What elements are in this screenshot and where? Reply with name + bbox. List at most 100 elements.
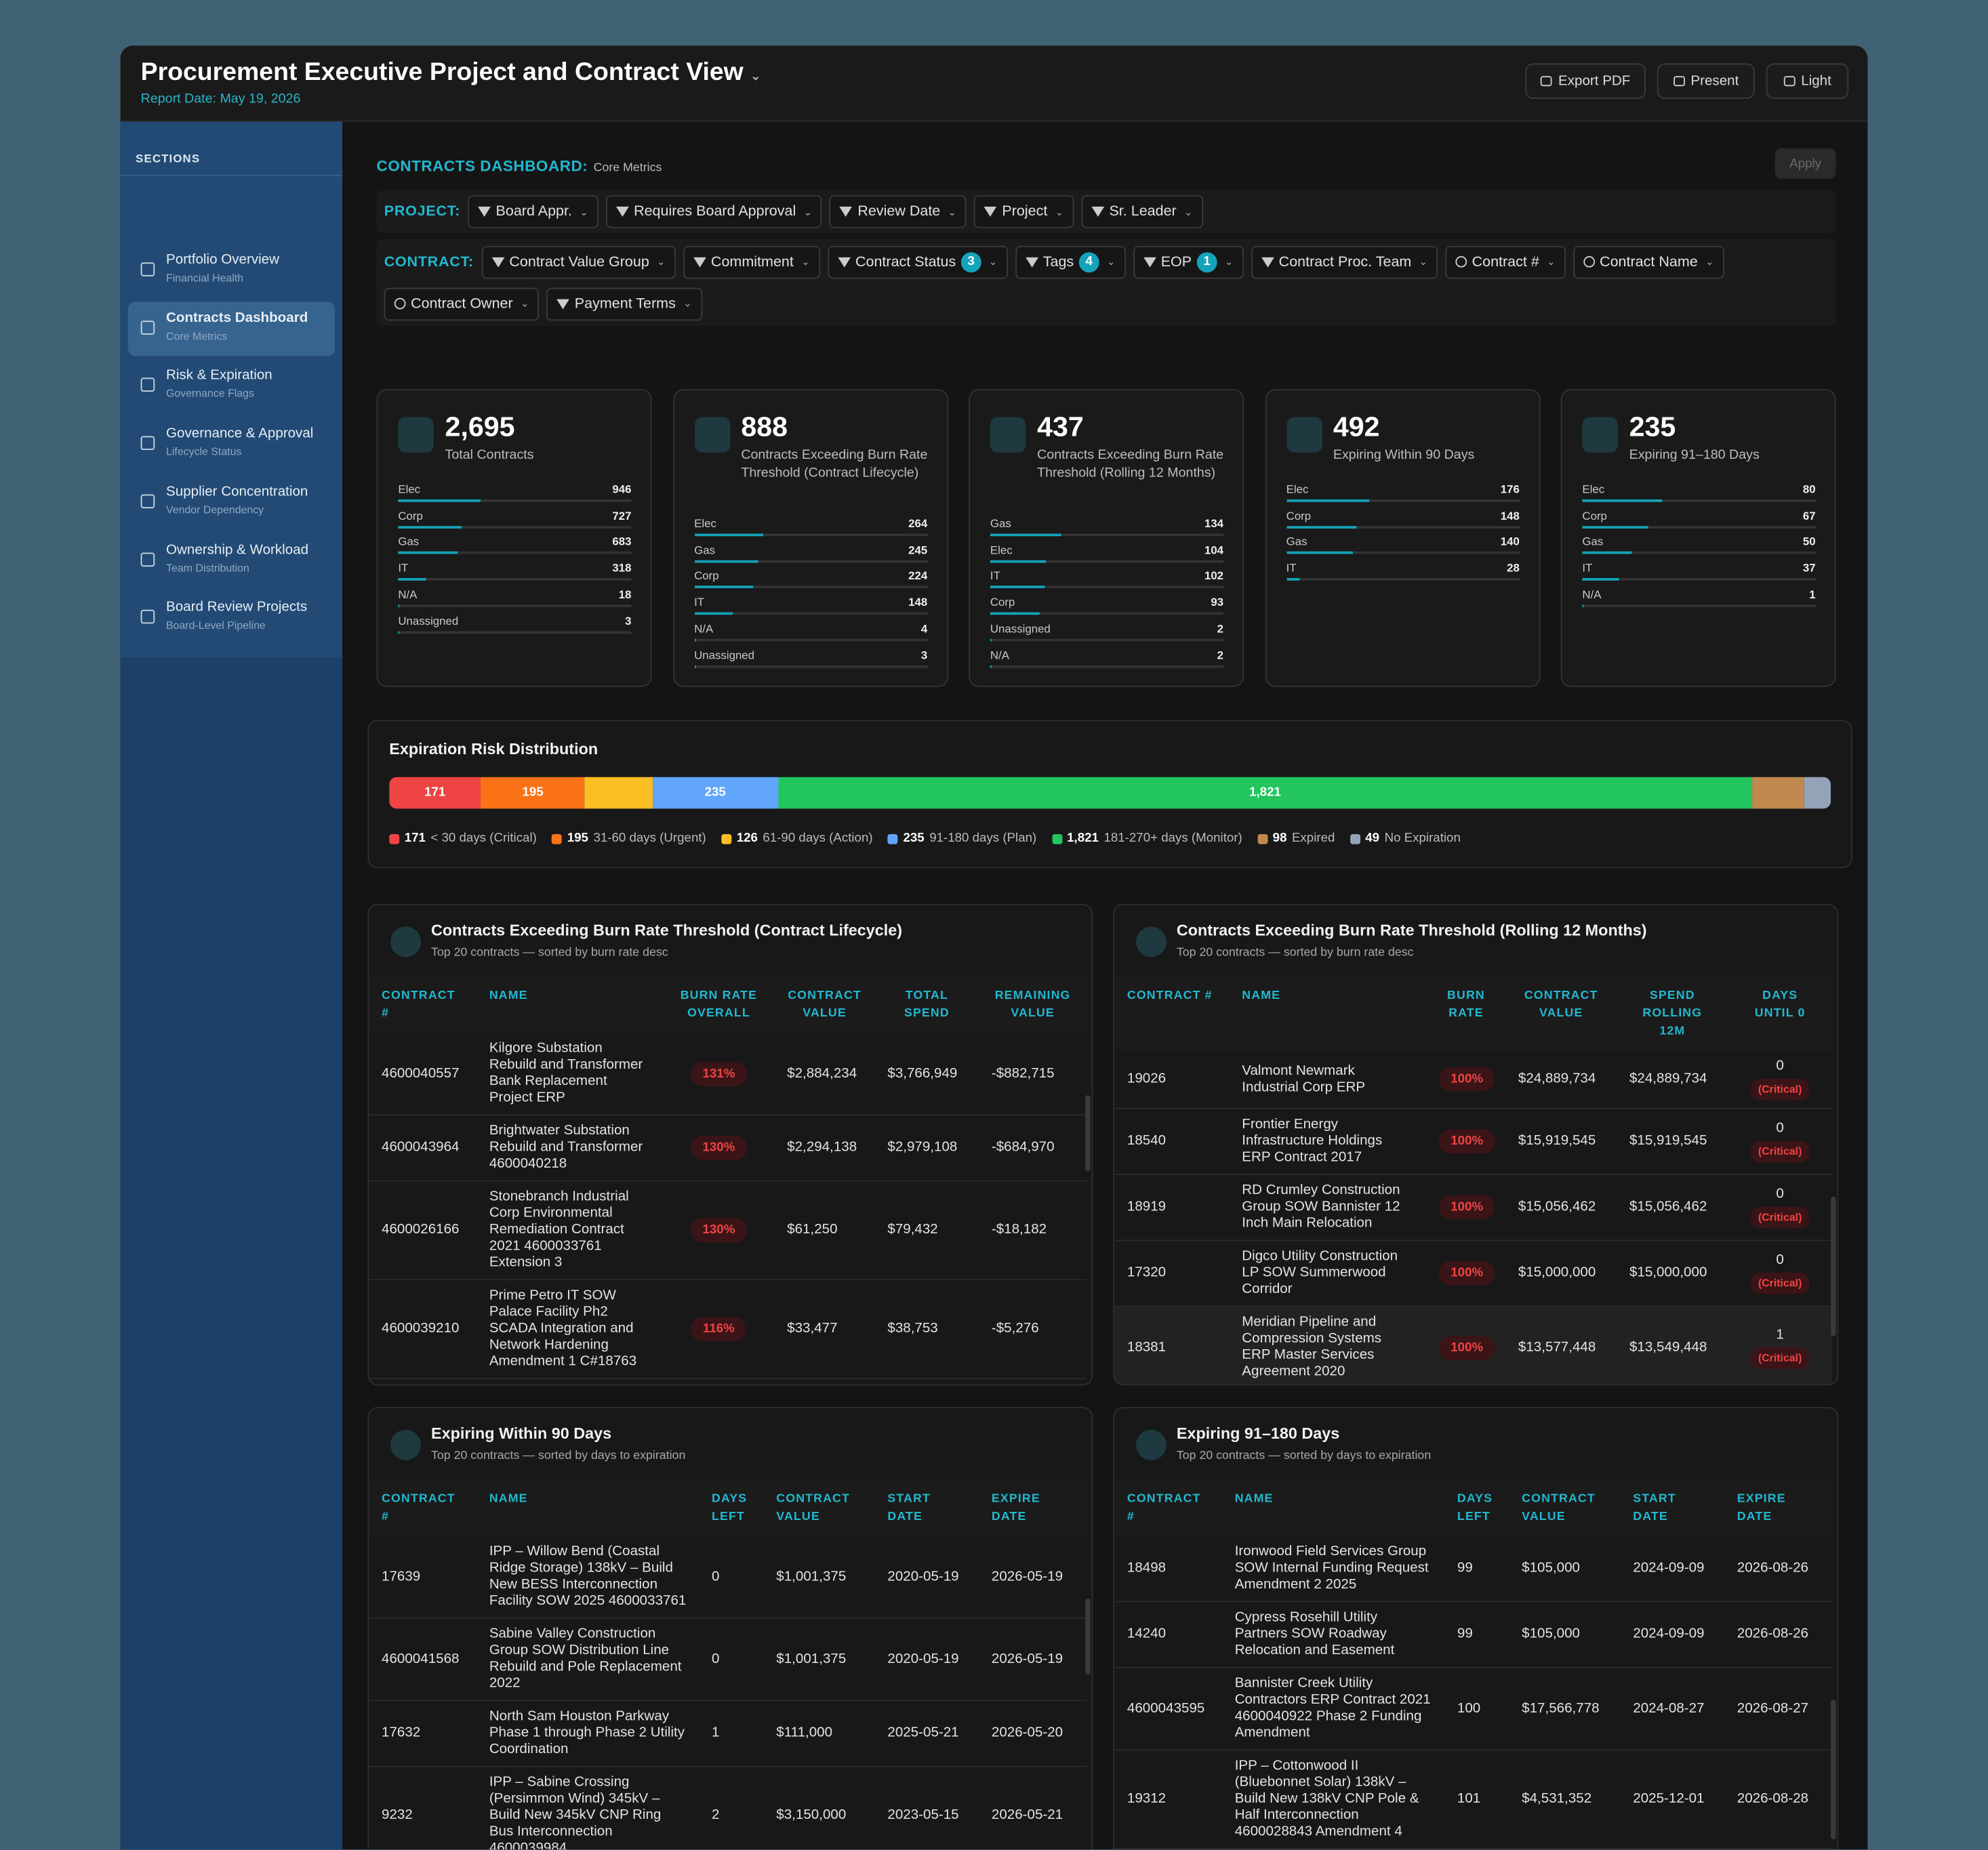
page-title[interactable]: Procurement Executive Project and Contra… bbox=[141, 58, 761, 87]
table-row[interactable]: 4600026166 Stonebranch Industrial Corp En… bbox=[369, 1180, 1087, 1281]
column-header[interactable]: CONTRACT VALUE bbox=[1505, 976, 1617, 1051]
filter-chip[interactable]: Project ⌄ bbox=[974, 195, 1074, 228]
table-row[interactable]: 4600040557 Kilgore Substation Rebuild and… bbox=[369, 1033, 1087, 1116]
breakdown-row: N/A 4 bbox=[694, 622, 928, 647]
table-cell: 2020-05-19 bbox=[874, 1618, 979, 1702]
sidebar-item[interactable]: Risk & Expiration Governance Flags bbox=[128, 359, 335, 413]
sidebar-item[interactable]: Ownership & Workload Team Distribution bbox=[128, 533, 335, 588]
sidebar-item[interactable]: Supplier Concentration Vendor Dependency bbox=[128, 475, 335, 529]
filter-chip[interactable]: Contract Proc. Team ⌄ bbox=[1251, 245, 1438, 279]
table-row[interactable]: 17639 IPP – Willow Bend (Coastal Ridge St… bbox=[369, 1536, 1087, 1619]
table-cell: $15,919,545 bbox=[1505, 1108, 1617, 1175]
sidebar-item[interactable]: Contracts Dashboard Core Metrics bbox=[127, 301, 335, 356]
filter-chip[interactable]: Contract # ⌄ bbox=[1445, 245, 1566, 279]
table-row[interactable]: 4600041305Bannister Lane Gas Main Reloca… bbox=[1114, 1849, 1832, 1850]
column-header[interactable]: CONTRACT VALUE bbox=[1509, 1479, 1621, 1537]
table-panel: Contracts Exceeding Burn Rate Threshold … bbox=[1113, 903, 1839, 1386]
column-header[interactable]: TOTAL SPEND bbox=[874, 976, 979, 1033]
column-header[interactable]: DAYS UNTIL 0 bbox=[1728, 976, 1832, 1051]
divider bbox=[120, 175, 343, 177]
table-row[interactable]: 4600041568 Sabine Valley Construction Gro… bbox=[369, 1618, 1087, 1702]
chevron: ⌄ bbox=[1419, 255, 1428, 268]
column-header[interactable]: START DATE bbox=[874, 1479, 979, 1537]
column-header[interactable]: NAME bbox=[1229, 976, 1427, 1051]
filter-chip[interactable]: Board Appr. ⌄ bbox=[468, 195, 599, 228]
row-value: 102 bbox=[1204, 569, 1224, 583]
sidebar-item[interactable]: Board Review Projects Board-Level Pipelin… bbox=[128, 591, 335, 645]
header-button[interactable]: Light bbox=[1766, 63, 1849, 99]
column-header[interactable]: START DATE bbox=[1620, 1479, 1725, 1537]
column-header[interactable]: NAME bbox=[476, 976, 664, 1033]
sidebar-item[interactable]: Portfolio Overview Financial Health bbox=[128, 243, 335, 297]
column-header[interactable]: CONTRACT # bbox=[369, 976, 477, 1033]
table-row[interactable]: 4600043595 Bannister Creek Utility Contra… bbox=[1114, 1667, 1832, 1751]
row-name: Gas bbox=[398, 535, 420, 548]
row-bar bbox=[1286, 525, 1357, 529]
row-name: Elec bbox=[398, 482, 421, 496]
header-button[interactable]: Present bbox=[1657, 63, 1755, 99]
filter-chip[interactable]: Review Date ⌄ bbox=[830, 195, 967, 228]
column-header[interactable]: CONTRACT # bbox=[369, 1479, 477, 1537]
row-value: 148 bbox=[908, 596, 928, 609]
column-header[interactable]: NAME bbox=[1221, 1479, 1445, 1537]
filter-chip[interactable]: Contract Name ⌄ bbox=[1573, 245, 1724, 279]
column-header[interactable]: CONTRACT # bbox=[1114, 976, 1230, 1051]
column-header[interactable]: CONTRACT # bbox=[1114, 1479, 1222, 1537]
table-row[interactable]: 18919 RD Crumley Construction Group SOW B… bbox=[1114, 1174, 1832, 1241]
table-row[interactable]: 17320 Digco Utility Construction LP SOW S… bbox=[1114, 1240, 1832, 1307]
column-header[interactable]: NAME bbox=[476, 1479, 699, 1537]
sidebar-item[interactable]: Governance & Approval Lifecycle Status bbox=[128, 417, 335, 472]
column-header[interactable]: CONTRACT VALUE bbox=[774, 976, 875, 1033]
filter-chip[interactable]: Payment Terms ⌄ bbox=[546, 287, 702, 321]
row-name: N/A bbox=[1582, 588, 1602, 601]
filter-chip[interactable]: EOP 1 ⌄ bbox=[1133, 245, 1244, 279]
column-header[interactable]: DAYS LEFT bbox=[699, 1479, 764, 1537]
row-bar bbox=[990, 612, 1040, 615]
legend-swatch bbox=[389, 833, 400, 844]
column-header[interactable]: BURN RATE bbox=[1426, 976, 1506, 1051]
filter-chip[interactable]: Contract Status 3 ⌄ bbox=[827, 245, 1008, 279]
table-row[interactable]: 9232 IPP – Sabine Crossing (Persimmon Win… bbox=[369, 1766, 1087, 1850]
filter-chip[interactable]: Requires Board Approval ⌄ bbox=[605, 195, 822, 228]
filter-chip[interactable]: Contract Value Group ⌄ bbox=[481, 245, 676, 279]
table-cell: 2 bbox=[699, 1766, 764, 1850]
chevron: ⌄ bbox=[580, 205, 588, 218]
table-row[interactable]: 14240 Cypress Rosehill Utility Partners S… bbox=[1114, 1601, 1832, 1668]
legend-item: 98 Expired bbox=[1257, 831, 1335, 846]
column-header[interactable]: BURN RATE OVERALL bbox=[663, 976, 775, 1033]
column-header[interactable]: SPEND ROLLING 12M bbox=[1617, 976, 1728, 1051]
column-header[interactable]: DAYS LEFT bbox=[1444, 1479, 1509, 1537]
column-header[interactable]: REMAINING VALUE bbox=[979, 976, 1087, 1033]
legend-swatch bbox=[552, 833, 563, 844]
apply-button[interactable]: Apply bbox=[1774, 148, 1836, 179]
header-button[interactable]: Export PDF bbox=[1525, 63, 1646, 99]
column-header[interactable]: EXPIRE DATE bbox=[979, 1479, 1087, 1537]
table-cell: 9232 bbox=[369, 1766, 477, 1850]
chevron: ⌄ bbox=[801, 255, 810, 268]
table-row[interactable]: 18498 Ironwood Field Services Group SOW I… bbox=[1114, 1536, 1832, 1603]
filter-icon bbox=[478, 206, 491, 217]
row-bar bbox=[398, 578, 426, 581]
table-row[interactable]: 18381 Meridian Pipeline and Compression S… bbox=[1114, 1306, 1832, 1384]
section-heading: CONTRACTS DASHBOARD: Core Metrics bbox=[377, 155, 662, 178]
table-row[interactable]: 18540 Frontier Energy Infrastructure Hold… bbox=[1114, 1108, 1832, 1175]
chevron: ⌄ bbox=[683, 297, 692, 310]
table-row[interactable]: 4600039210 Prime Petro IT SOW Palace Faci… bbox=[369, 1279, 1087, 1380]
table-row[interactable]: 4600043964 Brightwater Substation Rebuild… bbox=[369, 1115, 1087, 1182]
filter-chip[interactable]: Contract Owner ⌄ bbox=[384, 287, 540, 321]
filter-chip[interactable]: Commitment ⌄ bbox=[683, 245, 820, 279]
table-cell: $15,919,545 bbox=[1617, 1108, 1728, 1175]
column-header[interactable]: CONTRACT VALUE bbox=[763, 1479, 875, 1537]
days-value: 0 bbox=[1776, 1186, 1784, 1202]
table-row[interactable]: 19026 Valmont Newmark Industrial Corp ERP… bbox=[1114, 1050, 1832, 1109]
row-name: Corp bbox=[398, 509, 423, 522]
column-header[interactable]: EXPIRE DATE bbox=[1724, 1479, 1832, 1537]
row-track bbox=[694, 560, 928, 562]
breakdown-row: Unassigned 2 bbox=[990, 622, 1224, 647]
filter-chip[interactable]: Sr. Leader ⌄ bbox=[1081, 195, 1203, 228]
filter-chip[interactable]: Tags 4 ⌄ bbox=[1015, 245, 1126, 279]
row-name: Corp bbox=[1582, 509, 1607, 522]
item-icon bbox=[140, 262, 155, 276]
table-row[interactable]: 17632 North Sam Houston Parkway Phase 1 t… bbox=[369, 1700, 1087, 1767]
table-row[interactable]: 19312 IPP – Cottonwood II (Bluebonnet Sol… bbox=[1114, 1750, 1832, 1850]
